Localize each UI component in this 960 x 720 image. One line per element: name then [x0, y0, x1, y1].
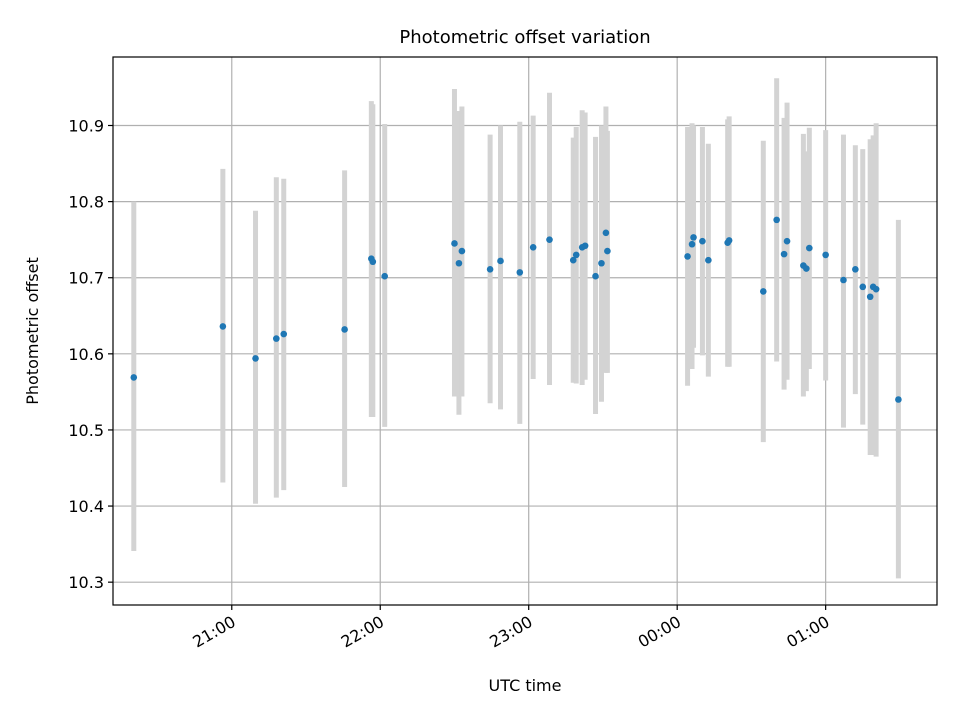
data-point — [529, 243, 537, 251]
x-tick-label: 23:00 — [486, 612, 535, 652]
data-point — [852, 266, 859, 273]
y-axis-label: Photometric offset — [23, 257, 42, 405]
chart-title: Photometric offset variation — [399, 27, 650, 48]
data-point — [803, 265, 810, 272]
data-point — [516, 269, 524, 276]
data-point — [780, 250, 788, 258]
data-point — [581, 242, 589, 250]
data-point — [895, 396, 902, 403]
data-point — [602, 229, 610, 237]
data-point — [866, 293, 874, 301]
y-tick-label: 10.7 — [68, 269, 104, 288]
data-point — [381, 272, 388, 280]
plot-frame — [112, 56, 938, 606]
data-point — [497, 257, 504, 265]
x-tick-label: 22:00 — [338, 612, 387, 652]
data-point — [219, 323, 227, 330]
data-point — [592, 272, 599, 280]
data-point — [684, 253, 691, 260]
data-point — [783, 237, 791, 245]
y-axis-ticks: 10.3 10.4 10.5 10.6 10.7 10.8 10.9 — [68, 117, 113, 592]
data-point — [822, 251, 829, 259]
x-tick-label: 00:00 — [635, 612, 684, 652]
data-point — [569, 256, 577, 264]
data-point — [688, 240, 696, 248]
data-point — [725, 237, 733, 244]
x-axis-label: UTC time — [489, 676, 562, 695]
data-point — [773, 216, 780, 224]
x-axis-ticks: 21:00 22:00 23:00 00:00 01:00 — [189, 605, 833, 652]
data-point — [252, 355, 259, 362]
y-tick-label: 10.3 — [68, 573, 104, 592]
y-tick-label: 10.6 — [68, 345, 104, 364]
x-tick-label: 21:00 — [189, 612, 238, 652]
x-tick-label: 01:00 — [783, 612, 832, 652]
data-point — [598, 259, 605, 267]
grid-lines — [113, 57, 937, 605]
error-bars — [131, 78, 901, 579]
y-tick-label: 10.9 — [68, 117, 104, 136]
data-point — [546, 236, 553, 243]
data-point — [451, 240, 458, 247]
data-point — [369, 258, 377, 266]
data-point — [840, 276, 847, 284]
data-point — [455, 259, 463, 267]
data-point — [690, 234, 697, 241]
data-point — [859, 283, 867, 291]
data-point — [280, 330, 288, 338]
data-point — [572, 251, 580, 259]
data-point — [699, 237, 706, 245]
data-point — [458, 247, 466, 255]
data-points — [130, 216, 902, 403]
data-point — [341, 326, 348, 333]
data-point — [273, 335, 280, 342]
data-point — [486, 266, 494, 273]
data-point — [759, 288, 767, 295]
data-point — [806, 244, 813, 252]
y-tick-label: 10.5 — [68, 421, 104, 440]
data-point — [705, 256, 712, 264]
data-point — [604, 247, 611, 255]
y-tick-label: 10.8 — [68, 193, 104, 212]
y-tick-label: 10.4 — [68, 497, 104, 516]
data-point — [130, 374, 138, 381]
data-point — [872, 285, 880, 293]
